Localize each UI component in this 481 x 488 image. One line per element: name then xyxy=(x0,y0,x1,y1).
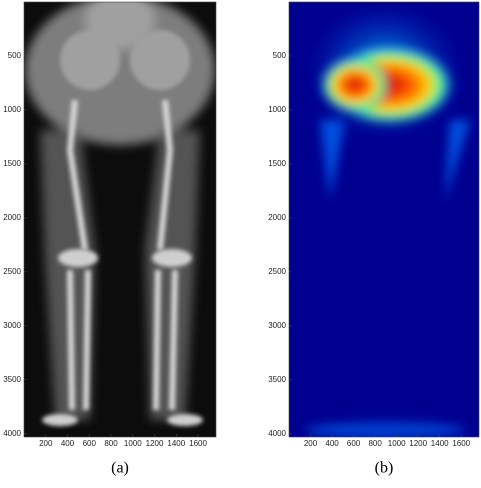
x-tick-label: 400 xyxy=(61,439,75,448)
y-tick-label: 2500 xyxy=(3,267,21,276)
y-tick-label: 500 xyxy=(8,51,22,60)
x-tick-label: 400 xyxy=(325,439,339,448)
y-tick-label: 3500 xyxy=(268,375,286,384)
x-tick-label: 800 xyxy=(368,439,382,448)
y-tick-label: 1500 xyxy=(3,159,21,168)
y-tick-label: 4000 xyxy=(3,429,21,438)
y-tick-label: 1000 xyxy=(268,105,286,114)
x-tick-label: 800 xyxy=(104,439,118,448)
y-tick-label: 1000 xyxy=(3,105,21,114)
x-tick-label: 1000 xyxy=(124,439,142,448)
x-tick-label: 1600 xyxy=(189,439,207,448)
x-tick-label: 1200 xyxy=(409,439,427,448)
y-tick-label: 4000 xyxy=(268,429,286,438)
y-tick-label: 500 xyxy=(273,51,287,60)
y-tick-label: 2000 xyxy=(268,213,286,222)
y-tick-label: 2000 xyxy=(3,213,21,222)
x-tick-label: 1600 xyxy=(452,439,470,448)
x-tick-label: 200 xyxy=(304,439,318,448)
xray-image xyxy=(24,0,216,437)
x-tick-label: 600 xyxy=(347,439,361,448)
x-tick-label: 1200 xyxy=(146,439,164,448)
y-tick-label: 1500 xyxy=(268,159,286,168)
figure: 2004006008001000120014001600500100015002… xyxy=(0,0,481,488)
x-tick-label: 200 xyxy=(39,439,53,448)
x-tick-label: 1000 xyxy=(388,439,406,448)
y-tick-label: 3000 xyxy=(268,321,286,330)
y-tick-label: 3500 xyxy=(3,375,21,384)
x-tick-label: 600 xyxy=(83,439,97,448)
heatmap-image xyxy=(289,0,479,438)
x-tick-label: 1400 xyxy=(167,439,185,448)
caption: (a) xyxy=(111,460,129,477)
caption: (b) xyxy=(375,460,394,477)
y-tick-label: 2500 xyxy=(268,267,286,276)
x-tick-label: 1400 xyxy=(431,439,449,448)
y-tick-label: 3000 xyxy=(3,321,21,330)
